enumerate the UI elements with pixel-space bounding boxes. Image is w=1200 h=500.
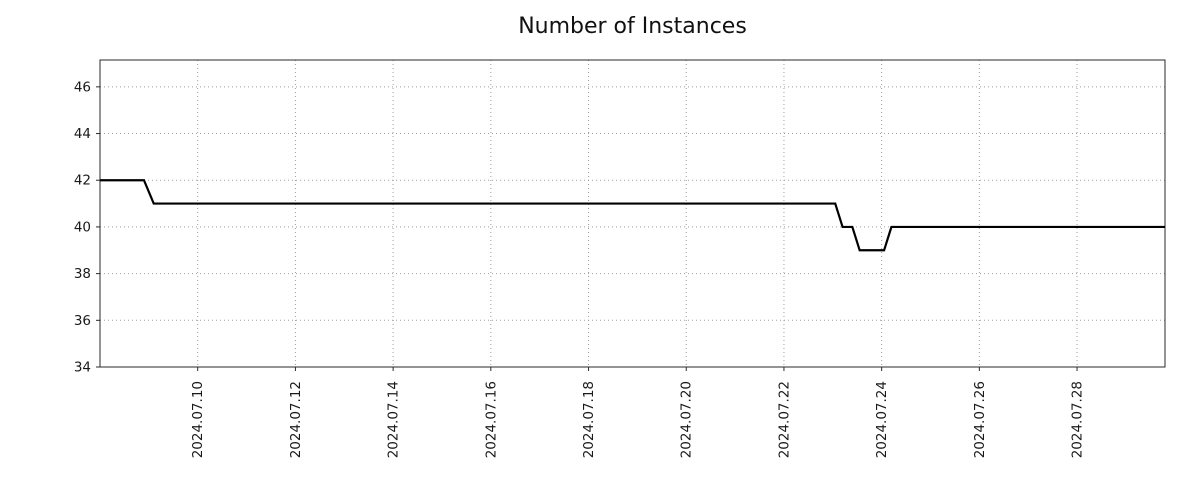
x-tick-label: 2024.07.28 <box>1070 381 1086 458</box>
y-tick-label: 38 <box>74 266 91 282</box>
x-tick-label: 2024.07.14 <box>386 381 402 458</box>
x-tick-label: 2024.07.16 <box>483 381 499 458</box>
y-tick-label: 46 <box>74 79 91 95</box>
y-tick-label: 42 <box>74 173 91 189</box>
x-tick-label: 2024.07.22 <box>776 381 792 458</box>
plot-frame <box>99 59 1166 368</box>
x-tick-label: 2024.07.18 <box>581 381 597 458</box>
y-tick-label: 36 <box>74 313 91 329</box>
x-tick-label: 2024.07.26 <box>972 381 988 458</box>
x-tick-label: 2024.07.10 <box>190 381 206 458</box>
y-tick-label: 44 <box>74 126 91 142</box>
y-tick-label: 34 <box>74 360 91 376</box>
x-tick-label: 2024.07.12 <box>288 381 304 458</box>
x-tick-label: 2024.07.20 <box>679 381 695 458</box>
y-tick-label: 40 <box>74 219 91 235</box>
series-line-instances <box>100 179 1165 252</box>
x-tick-label: 2024.07.24 <box>874 381 890 458</box>
chart-title: Number of Instances <box>518 14 747 39</box>
